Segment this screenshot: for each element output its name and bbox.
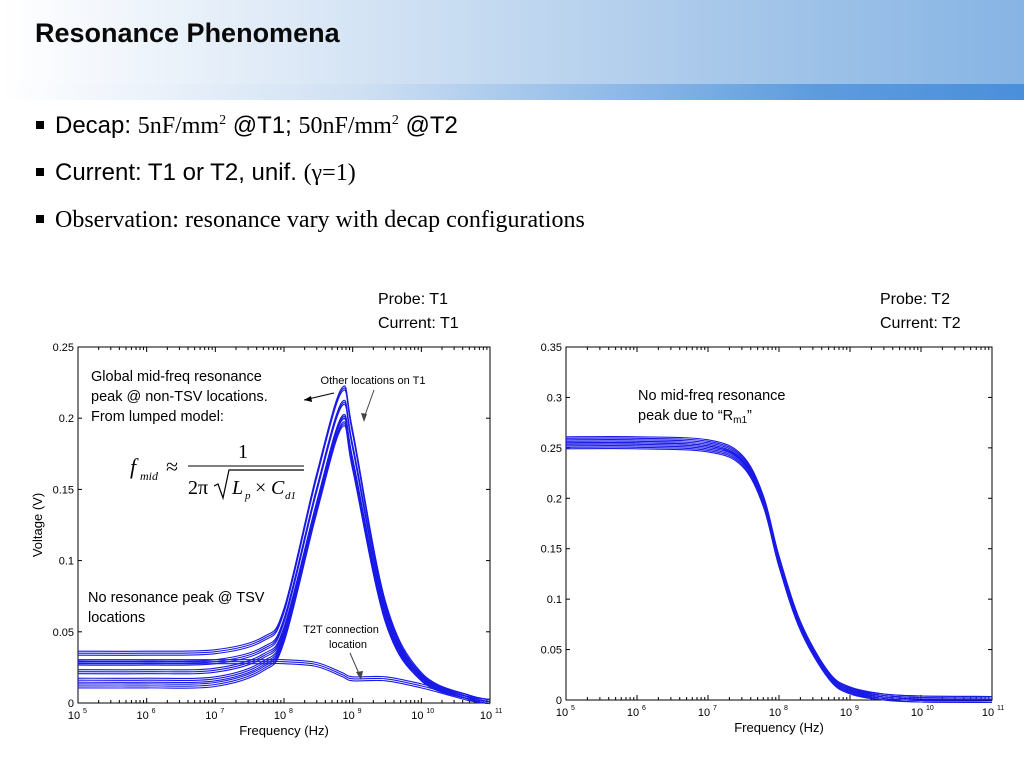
bullet-decap: Decap: 5nF/mm2 @T1; 50nF/mm2 @T2 (35, 112, 585, 140)
x-tick-label: 10 (627, 707, 639, 719)
series-line-0 (77, 385, 491, 701)
svg-text:×: × (255, 477, 266, 499)
chart-left (77, 346, 491, 705)
y-axis-label: Voltage (V) (30, 493, 45, 557)
series-line-1 (565, 448, 993, 704)
y-tick-label: 0.25 (541, 443, 562, 455)
y-tick-label: 0 (68, 698, 74, 710)
x-tick-label: 10 (480, 710, 492, 722)
annotation-t2t-line1: T2T connection (303, 624, 379, 636)
left-global-note: Global mid-freq resonance peak @ non-TSV… (91, 369, 268, 425)
left-current-text: Current: T1 (378, 315, 459, 332)
annotation-arrow (363, 389, 375, 419)
x-tick-exponent: 9 (358, 708, 362, 715)
x-tick-label: 10 (411, 710, 423, 722)
y-tick-label: 0.1 (547, 594, 562, 606)
y-tick-label: 0.2 (547, 493, 562, 505)
x-tick-label: 10 (840, 707, 852, 719)
title-banner-stripe (0, 84, 1024, 100)
arrow-head-icon (356, 671, 363, 680)
left-no-resonance-note: No resonance peak @ TSV locations (88, 590, 265, 626)
right-note: No mid-freq resonance peak due to “Rm1” (638, 388, 786, 426)
x-tick-label: 10 (769, 707, 781, 719)
y-tick-label: 0.3 (547, 392, 562, 404)
bullet-list: Decap: 5nF/mm2 @T1; 50nF/mm2 @T2 Current… (35, 112, 585, 253)
y-tick-label: 0.35 (541, 342, 562, 354)
annotation-t2t-line2: location (329, 639, 367, 651)
series-line-4 (77, 425, 491, 705)
y-tick-label: 0.15 (541, 544, 562, 556)
x-tick-label: 10 (274, 710, 286, 722)
svg-text:1: 1 (238, 441, 248, 463)
arrow-head-icon (304, 396, 312, 402)
x-tick-exponent: 11 (495, 708, 502, 715)
left-probe-label: Probe: T1 Current: T1 (378, 288, 459, 336)
x-tick-label: 10 (343, 710, 355, 722)
arrow-head-icon (361, 413, 367, 422)
x-tick-label: 10 (982, 707, 994, 719)
x-tick-exponent: 9 (855, 705, 859, 712)
y-tick-label: 0.15 (53, 484, 74, 496)
right-current-text: Current: T2 (880, 315, 961, 332)
bullet-current: Current: T1 or T2, unif. (γ=1) (35, 159, 585, 187)
y-tick-label: 0.05 (53, 627, 74, 639)
x-tick-exponent: 7 (713, 705, 717, 712)
svg-text:C: C (271, 477, 285, 499)
svg-text:L: L (231, 477, 243, 499)
bullet-marker-icon (36, 215, 44, 223)
right-probe-label: Probe: T2 Current: T2 (880, 288, 961, 336)
x-tick-exponent: 7 (220, 708, 224, 715)
annotation-other-locations: Other locations on T1 (321, 375, 426, 387)
plot-frame (565, 346, 993, 701)
y-tick-label: 0 (556, 695, 562, 707)
formula-svg: f mid ≈ 1 2π L p × C d1 (130, 441, 304, 502)
svg-text:p: p (244, 490, 251, 502)
series-line-4 (77, 421, 491, 701)
svg-text:f: f (130, 454, 139, 479)
bullet-marker-icon (36, 168, 44, 176)
x-tick-label: 10 (911, 707, 923, 719)
x-tick-exponent: 5 (83, 708, 87, 715)
x-tick-exponent: 6 (152, 708, 156, 715)
resonance-formula: f mid ≈ 1 2π L p × C d1 (128, 436, 318, 514)
svg-text:≈: ≈ (166, 454, 178, 479)
series-line-5 (77, 660, 491, 703)
series-line-5 (78, 662, 491, 705)
y-tick-label: 0.2 (59, 413, 74, 425)
x-tick-exponent: 8 (289, 708, 293, 715)
x-axis-label: Frequency (Hz) (239, 723, 329, 738)
x-tick-exponent: 11 (997, 705, 1004, 712)
bullet-marker-icon (36, 121, 44, 129)
x-tick-exponent: 10 (426, 708, 434, 715)
x-tick-exponent: 5 (571, 705, 575, 712)
decap-value-2: 50nF/mm2 (298, 113, 399, 139)
x-tick-exponent: 6 (642, 705, 646, 712)
svg-text:d1: d1 (285, 490, 296, 502)
x-axis-label: Frequency (Hz) (734, 720, 824, 735)
decap-value-1: 5nF/mm2 (137, 113, 227, 139)
x-tick-label: 10 (556, 707, 568, 719)
svg-text:mid: mid (140, 469, 159, 483)
slide-title: Resonance Phenomena (35, 18, 340, 48)
bullet-observation: Observation: resonance vary with decap c… (35, 206, 585, 234)
title-banner (0, 0, 1024, 84)
series-line-5 (77, 658, 491, 701)
svg-text:2π: 2π (188, 477, 208, 499)
x-tick-label: 10 (698, 707, 710, 719)
y-tick-label: 0.1 (59, 556, 74, 568)
x-tick-label: 10 (137, 710, 149, 722)
x-tick-label: 10 (68, 710, 80, 722)
gamma-value: (γ=1) (303, 160, 356, 186)
right-probe-text: Probe: T2 (880, 291, 950, 308)
x-tick-exponent: 8 (784, 705, 788, 712)
left-probe-text: Probe: T1 (378, 291, 448, 308)
chart-right (565, 346, 993, 704)
series-line-4 (77, 423, 491, 703)
y-tick-label: 0.25 (53, 342, 74, 354)
y-tick-label: 0.05 (541, 645, 562, 657)
x-tick-label: 10 (205, 710, 217, 722)
x-tick-exponent: 10 (926, 705, 934, 712)
